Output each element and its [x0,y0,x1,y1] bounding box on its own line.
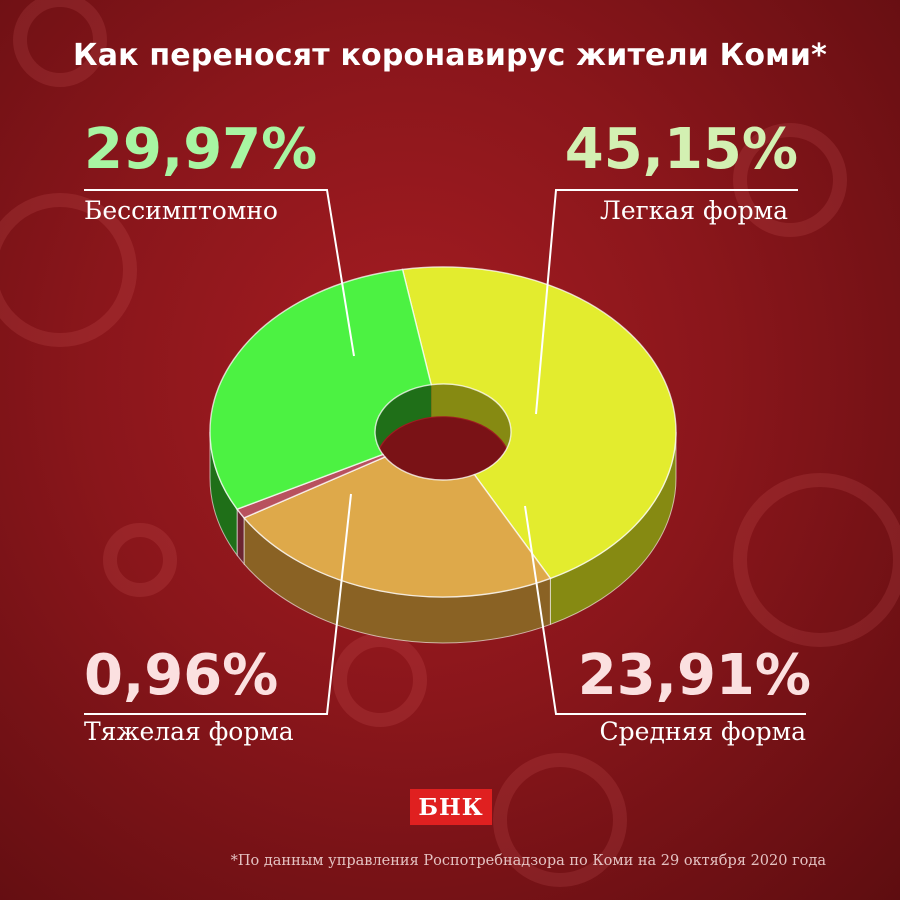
inner-wall-0 [375,384,432,465]
source-footnote: *По данным управления Роспотребнадзора п… [230,853,826,869]
chart-title: Как переносят коронавирус жители Коми* [73,38,827,73]
leader-srednyaya [524,505,806,715]
leader-bessimptomno [84,189,355,357]
legend-label-tyazhelaya: Тяжелая форма [84,717,294,746]
legend-label-legkaya: Легкая форма [600,196,788,225]
value-label-legkaya: 45,15% [564,117,798,182]
slice-Бессимптомно [209,268,433,511]
legend-label-bessimptomno: Бессимптомно [84,196,278,225]
bnk-logo: БНК [410,789,492,825]
slice-Легкая форма [401,266,677,580]
donut-top-faces [209,266,677,598]
value-label-tyazhelaya: 0,96% [84,643,279,708]
leader-lines [84,189,806,715]
leader-tyazhelaya [84,493,352,715]
value-label-bessimptomno: 29,97% [84,117,318,182]
slice-Средняя форма [242,456,552,598]
inner-wall-1 [431,384,511,465]
value-label-srednyaya: 23,91% [577,643,811,708]
legend-label-srednyaya: Средняя форма [599,717,806,746]
leader-legkaya [535,189,798,415]
